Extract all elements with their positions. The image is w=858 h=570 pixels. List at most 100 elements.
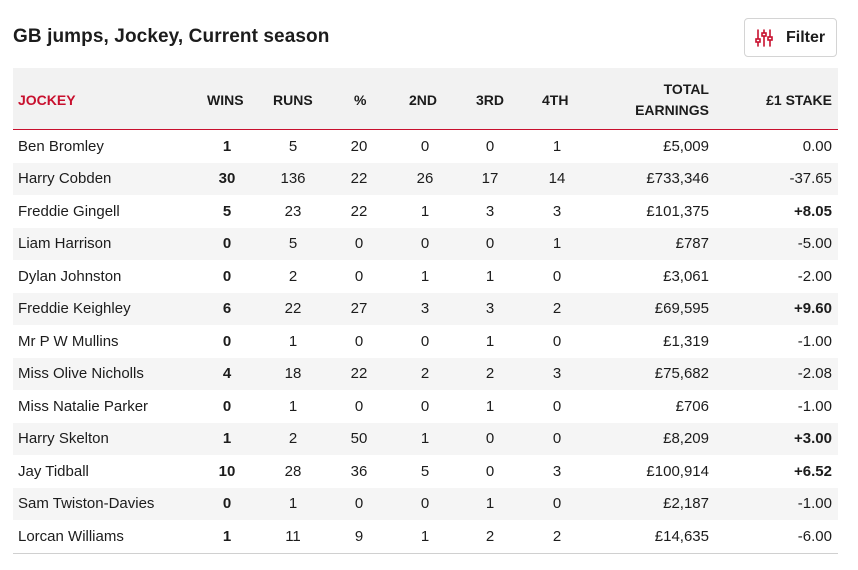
cell-third: 2 <box>485 527 495 545</box>
cell-second: 2 <box>420 365 430 383</box>
table-row[interactable]: Jay Tidball 10 28 36 5 0 3 £100,914 +6.52 <box>13 455 838 488</box>
table-row[interactable]: Lorcan Williams 1 11 9 1 2 2 £14,635 -6.00 <box>13 520 838 553</box>
jockey-name[interactable]: Lorcan Williams <box>18 527 124 545</box>
cell-wins: 10 <box>218 462 236 480</box>
cell-runs: 1 <box>288 495 298 513</box>
cell-pct: 22 <box>350 202 368 220</box>
cell-second: 0 <box>420 235 430 253</box>
col-second[interactable]: 2ND <box>409 92 438 108</box>
page-title: GB jumps, Jockey, Current season <box>13 26 330 47</box>
cell-wins: 30 <box>218 170 236 188</box>
col-runs[interactable]: RUNS <box>273 92 313 108</box>
table-header: JOCKEY WINS RUNS % 2ND 3RD 4TH TOTAL EAR… <box>13 68 838 130</box>
cell-second: 0 <box>420 332 430 350</box>
cell-pct: 9 <box>354 527 364 545</box>
table-row[interactable]: Miss Natalie Parker 0 1 0 0 1 0 £706 -1.00 <box>13 390 838 423</box>
col-fourth[interactable]: 4TH <box>542 92 569 108</box>
cell-stake: -1.00 <box>797 495 832 513</box>
jockey-name[interactable]: Ben Bromley <box>18 137 104 155</box>
cell-runs: 11 <box>285 527 301 545</box>
cell-second: 1 <box>420 202 430 220</box>
col-stake[interactable]: £1 STAKE <box>766 92 832 108</box>
cell-stake: -1.00 <box>797 397 832 415</box>
table-row[interactable]: Miss Olive Nicholls 4 18 22 2 2 3 £75,682 -2.08 <box>13 357 838 390</box>
table-row[interactable]: Mr P W Mullins 0 1 0 0 1 0 £1,319 -1.00 <box>13 325 838 358</box>
cell-second: 1 <box>420 527 430 545</box>
cell-runs: 1 <box>288 332 298 350</box>
cell-fourth: 0 <box>552 332 562 350</box>
cell-earnings: £75,682 <box>654 365 709 383</box>
cell-pct: 0 <box>354 235 364 253</box>
cell-runs: 5 <box>288 235 298 253</box>
col-total-line2[interactable]: EARNINGS <box>635 102 709 118</box>
cell-earnings: £101,375 <box>646 202 709 220</box>
cell-stake: +3.00 <box>794 430 832 448</box>
jockey-name[interactable]: Liam Harrison <box>18 235 112 253</box>
table-bottom-divider <box>13 552 838 554</box>
cell-third: 1 <box>485 397 495 415</box>
jockey-name[interactable]: Miss Olive Nicholls <box>18 365 144 383</box>
cell-third: 3 <box>485 202 495 220</box>
table-row[interactable]: Freddie Gingell 5 23 22 1 3 3 £101,375 +8.05 <box>13 195 838 228</box>
cell-second: 0 <box>420 397 430 415</box>
col-percent[interactable]: % <box>354 92 367 108</box>
table-row[interactable]: Freddie Keighley 6 22 27 3 3 2 £69,595 +9.60 <box>13 292 838 325</box>
cell-earnings: £1,319 <box>663 332 709 350</box>
cell-earnings: £733,346 <box>646 170 709 188</box>
cell-runs: 5 <box>288 137 298 155</box>
table-row[interactable]: Sam Twiston-Davies 0 1 0 0 1 0 £2,187 -1.00 <box>13 487 838 520</box>
col-third[interactable]: 3RD <box>476 92 505 108</box>
jockey-name[interactable]: Mr P W Mullins <box>18 332 119 350</box>
cell-runs: 2 <box>288 430 298 448</box>
col-jockey[interactable]: JOCKEY <box>18 92 76 108</box>
cell-pct: 36 <box>350 462 368 480</box>
table-row[interactable]: Harry Cobden 30 136 22 26 17 14 £733,346 -37.65 <box>13 162 838 195</box>
table-row[interactable]: Harry Skelton 1 2 50 1 0 0 £8,209 +3.00 <box>13 422 838 455</box>
cell-wins: 0 <box>222 495 232 513</box>
jockey-name[interactable]: Miss Natalie Parker <box>18 397 149 415</box>
cell-third: 0 <box>485 235 495 253</box>
cell-fourth: 14 <box>548 170 566 188</box>
cell-wins: 5 <box>222 202 232 220</box>
cell-fourth: 2 <box>552 527 562 545</box>
cell-fourth: 0 <box>552 430 562 448</box>
cell-earnings: £8,209 <box>663 430 709 448</box>
table-row[interactable]: Dylan Johnston 0 2 0 1 1 0 £3,061 -2.00 <box>13 260 838 293</box>
cell-third: 0 <box>485 137 495 155</box>
cell-fourth: 1 <box>552 137 562 155</box>
cell-fourth: 3 <box>552 202 562 220</box>
cell-stake: -5.00 <box>797 235 832 253</box>
cell-stake: +9.60 <box>794 300 832 318</box>
table-row[interactable]: Liam Harrison 0 5 0 0 0 1 £787 -5.00 <box>13 227 838 260</box>
cell-third: 0 <box>485 462 495 480</box>
cell-fourth: 0 <box>552 397 562 415</box>
cell-fourth: 0 <box>552 267 562 285</box>
cell-stake: +8.05 <box>794 202 832 220</box>
cell-third: 1 <box>485 267 495 285</box>
cell-third: 2 <box>485 365 495 383</box>
cell-stake: -2.08 <box>797 365 832 383</box>
cell-runs: 136 <box>280 170 306 188</box>
cell-pct: 0 <box>354 267 364 285</box>
jockey-name[interactable]: Dylan Johnston <box>18 267 122 285</box>
jockey-name[interactable]: Freddie Gingell <box>18 202 120 220</box>
jockey-name[interactable]: Harry Cobden <box>18 170 112 188</box>
cell-earnings: £2,187 <box>663 495 709 513</box>
jockey-name[interactable]: Harry Skelton <box>18 430 109 448</box>
cell-stake: +6.52 <box>794 462 832 480</box>
cell-third: 1 <box>485 495 495 513</box>
jockey-name[interactable]: Freddie Keighley <box>18 300 131 318</box>
cell-wins: 0 <box>222 397 232 415</box>
filter-button[interactable]: Filter <box>744 18 837 57</box>
cell-wins: 1 <box>222 137 232 155</box>
jockey-stats-table: JOCKEY WINS RUNS % 2ND 3RD 4TH TOTAL EAR… <box>13 68 838 554</box>
jockey-name[interactable]: Sam Twiston-Davies <box>18 495 155 513</box>
cell-wins: 1 <box>222 430 232 448</box>
cell-earnings: £3,061 <box>663 267 709 285</box>
cell-pct: 27 <box>350 300 368 318</box>
col-wins[interactable]: WINS <box>207 92 244 108</box>
jockey-name[interactable]: Jay Tidball <box>18 462 89 480</box>
cell-wins: 1 <box>222 527 232 545</box>
col-total-line1[interactable]: TOTAL <box>663 81 709 97</box>
table-row[interactable]: Ben Bromley 1 5 20 0 0 1 £5,009 0.00 <box>13 130 838 163</box>
